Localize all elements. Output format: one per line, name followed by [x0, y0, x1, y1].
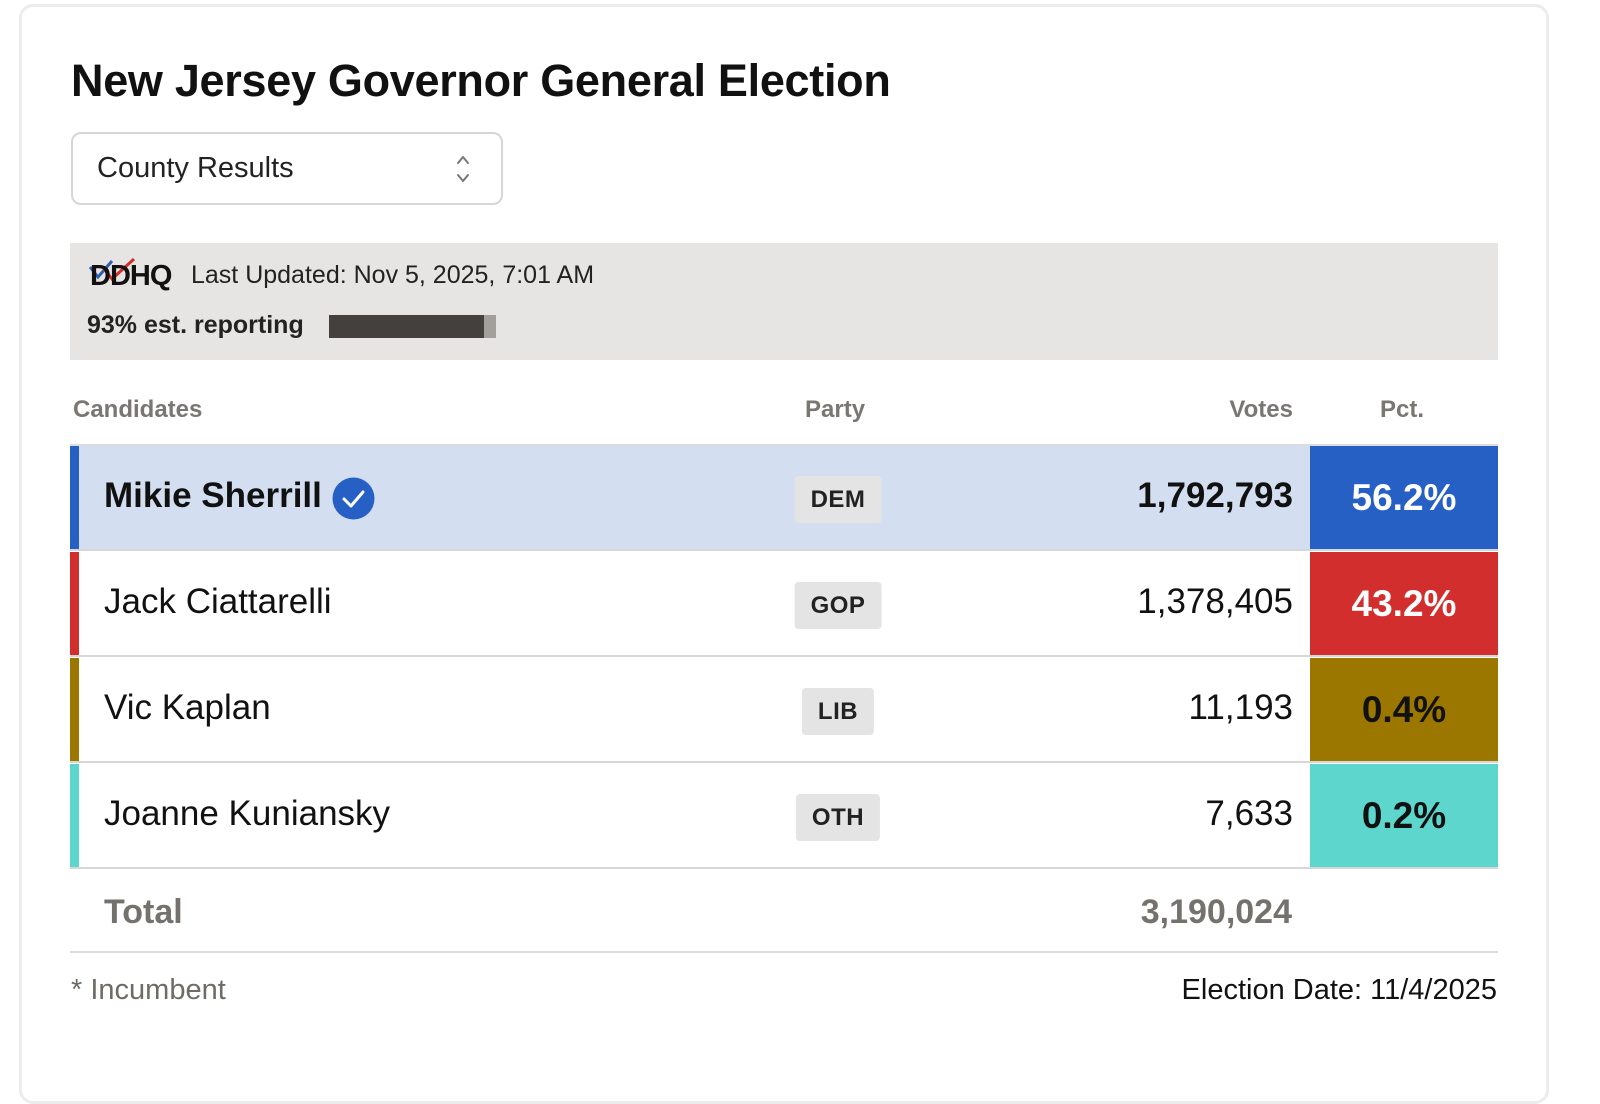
reporting-progress-bar [329, 315, 496, 338]
total-votes: 3,190,024 [1140, 893, 1292, 931]
vote-count: 11,193 [1188, 688, 1293, 727]
vote-count: 1,378,405 [1137, 582, 1293, 621]
vote-percentage: 43.2% [1310, 552, 1498, 655]
candidate-row[interactable]: Vic Kaplan LIB 11,193 0.4% [70, 658, 1498, 763]
candidate-name: Mikie Sherrill [104, 476, 322, 515]
candidate-name: Joanne Kuniansky [104, 794, 391, 833]
footer-divider [70, 951, 1498, 953]
candidate-name: Vic Kaplan [104, 688, 271, 727]
candidate-name: Jack Ciattarelli [104, 582, 332, 621]
vote-percentage: 0.2% [1310, 764, 1498, 867]
header-pct: Pct. [1380, 396, 1425, 423]
election-date: Election Date: 11/4/2025 [1181, 974, 1497, 1006]
total-label: Total [104, 893, 183, 931]
party-badge: GOP [794, 582, 882, 629]
results-view-select-value: County Results [97, 152, 294, 184]
incumbent-note: * Incumbent [71, 974, 226, 1006]
vote-percentage: 0.4% [1310, 658, 1498, 761]
party-color-bar [70, 658, 79, 761]
reporting-progress-fill [329, 315, 485, 338]
vote-count: 7,633 [1205, 794, 1293, 833]
reporting-label: 93% est. reporting [87, 311, 304, 339]
header-party: Party [805, 396, 866, 423]
header-candidates: Candidates [73, 396, 203, 423]
chevron-up-down-icon [457, 156, 469, 182]
ddhq-check-icon [88, 257, 136, 282]
results-view-select[interactable]: County Results [71, 132, 503, 205]
party-badge: OTH [795, 794, 881, 841]
page-title: New Jersey Governor General Election [71, 55, 891, 106]
candidate-row[interactable]: Jack Ciattarelli GOP 1,378,405 43.2% [70, 552, 1498, 657]
last-updated-text: Last Updated: Nov 5, 2025, 7:01 AM [191, 261, 595, 289]
update-info-box: DDHQ Last Updated: Nov 5, 2025, 7:01 AM … [70, 243, 1498, 360]
party-badge: LIB [801, 688, 875, 735]
header-votes: Votes [1229, 396, 1293, 423]
party-badge: DEM [794, 476, 882, 523]
check-circle-icon [332, 477, 375, 520]
party-color-bar [70, 552, 79, 655]
source-logo: DDHQ [90, 260, 172, 292]
party-color-bar [70, 446, 79, 549]
header-divider [70, 444, 1498, 446]
candidate-row[interactable]: Mikie Sherrill DEM 1,792,793 56.2% [70, 446, 1498, 551]
vote-count: 1,792,793 [1137, 476, 1293, 515]
candidate-row[interactable]: Joanne Kuniansky OTH 7,633 0.2% [70, 764, 1498, 869]
vote-percentage: 56.2% [1310, 446, 1498, 549]
party-color-bar [70, 764, 79, 867]
